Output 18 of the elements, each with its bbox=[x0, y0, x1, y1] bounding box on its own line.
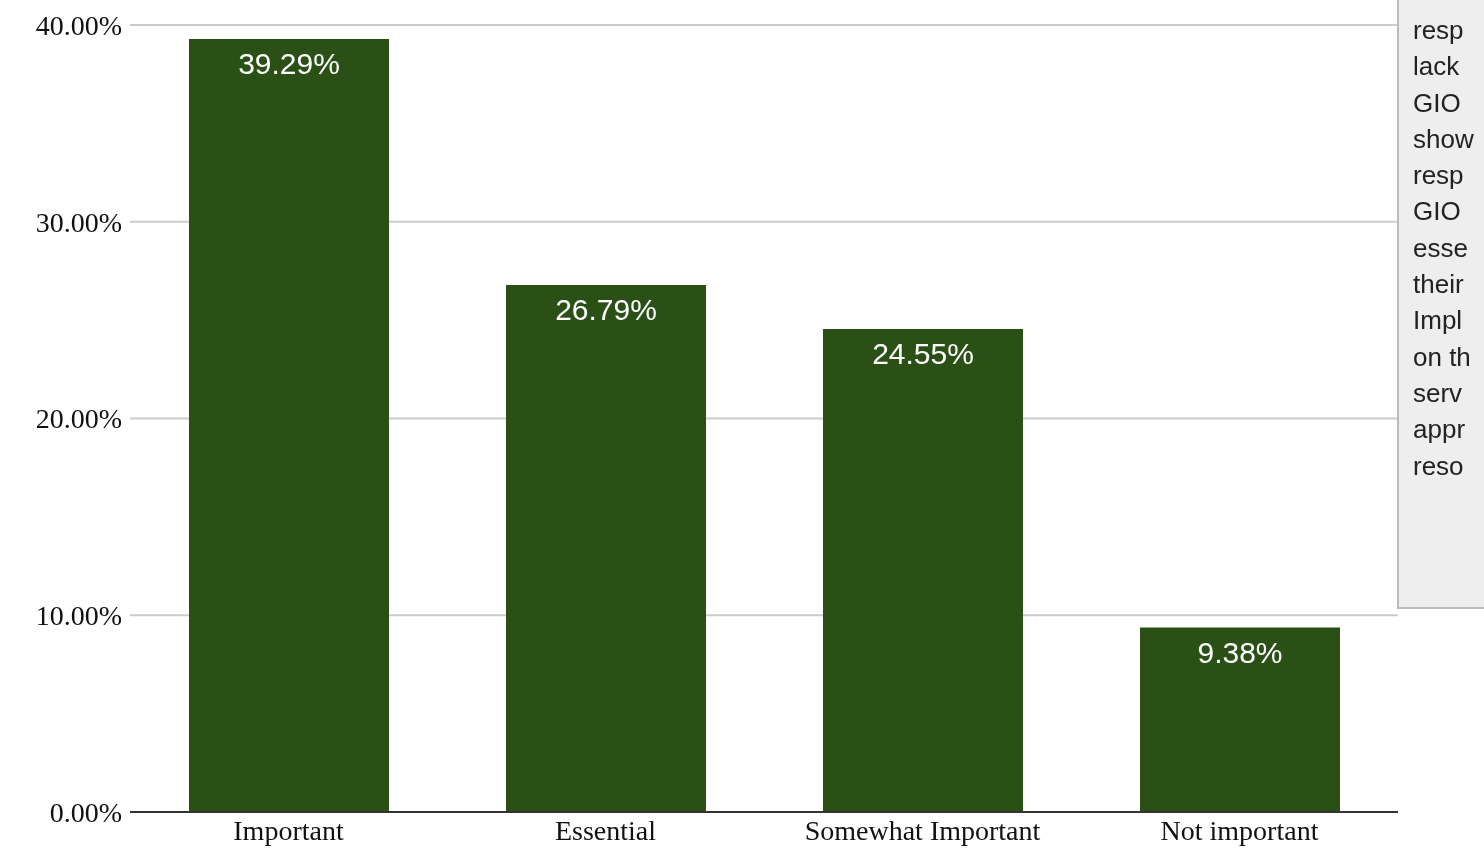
y-tick-label: 40.00% bbox=[35, 9, 122, 41]
bar bbox=[189, 38, 389, 812]
data-label: 26.79% bbox=[555, 293, 657, 327]
data-label: 24.55% bbox=[872, 337, 974, 371]
x-tick-label: Essential bbox=[554, 814, 657, 846]
bar bbox=[506, 284, 706, 812]
y-tick-label: 0.00% bbox=[49, 796, 122, 828]
y-tick-label: 10.00% bbox=[35, 600, 122, 632]
y-tick-label: 30.00% bbox=[35, 206, 122, 238]
x-tick-label: Somewhat Important bbox=[804, 814, 1041, 846]
bar bbox=[823, 328, 1023, 812]
text: resp lack GIO show resp GIO esse their Impl on th serv appr reso bbox=[1413, 15, 1474, 481]
x-tick-label: Important bbox=[233, 814, 344, 846]
bar bbox=[1140, 627, 1340, 812]
y-tick-label: 20.00% bbox=[35, 403, 122, 435]
data-label: 9.38% bbox=[1197, 635, 1283, 669]
x-tick-label: Not important bbox=[1160, 814, 1319, 846]
data-label: 39.29% bbox=[238, 47, 340, 81]
